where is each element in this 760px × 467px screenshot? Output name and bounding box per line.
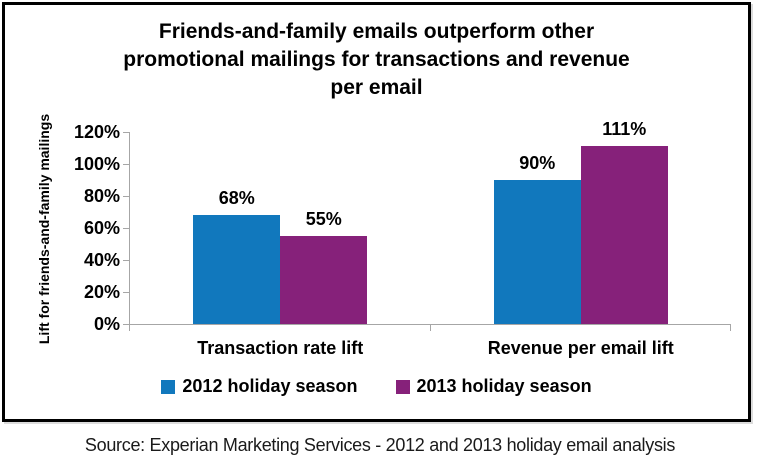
y-tick-label: 120% <box>73 122 120 142</box>
legend-swatch-2013-holiday-season <box>395 379 410 394</box>
x-axis-tick-mark <box>430 324 431 331</box>
category-label-transaction-rate-lift: Transaction rate lift <box>197 338 364 358</box>
y-tick-label: 80% <box>83 186 120 206</box>
y-tick-label: 100% <box>73 154 120 174</box>
y-tick-label: 40% <box>83 250 120 270</box>
x-axis-tick-mark <box>129 324 130 331</box>
y-tick-mark <box>123 195 129 197</box>
legend-item-2013-holiday-season: 2013 holiday season <box>395 376 592 397</box>
chart-title-line-2: promotional mailings for transactions an… <box>123 48 630 71</box>
y-tick-mark <box>123 227 129 229</box>
y-tick-label: 0% <box>93 314 120 334</box>
chart-title-line-3: per email <box>330 76 423 99</box>
legend-item-2012-holiday-season: 2012 holiday season <box>161 376 358 397</box>
y-tick-label: 60% <box>83 218 120 238</box>
legend: 2012 holiday season 2013 holiday season <box>5 376 748 397</box>
chart-frame: Friends-and-family emails outperform oth… <box>2 2 751 422</box>
y-tick-label: 20% <box>83 282 120 302</box>
bar-2013-holiday-season-revenue-per-email-lift <box>580 146 668 324</box>
bar-2012-holiday-season-revenue-per-email-lift <box>493 180 581 324</box>
legend-label-2013-holiday-season: 2013 holiday season <box>416 376 592 396</box>
bar-label-2012-holiday-season-transaction-rate-lift: 68% <box>218 188 255 209</box>
source-note: Source: Experian Marketing Services - 20… <box>84 435 676 455</box>
legend-swatch-2012-holiday-season <box>161 379 176 394</box>
chart-title: Friends-and-family emails outperform oth… <box>5 18 748 102</box>
y-tick-mark <box>123 131 129 133</box>
bar-2012-holiday-season-transaction-rate-lift <box>193 215 281 324</box>
category-label-revenue-per-email-lift: Revenue per email lift <box>487 338 674 358</box>
y-tick-mark <box>123 259 129 261</box>
plot-area: 0% 20% 40% 60% 80% 100% 120% 68% 55% Transaction … <box>74 119 731 358</box>
bar-label-2013-holiday-season-revenue-per-email-lift: 111% <box>602 119 647 140</box>
x-axis-tick-mark <box>730 324 731 331</box>
legend-label-2012-holiday-season: 2012 holiday season <box>182 376 358 396</box>
bar-label-2013-holiday-season-transaction-rate-lift: 55% <box>305 209 342 229</box>
chart-title-line-1: Friends-and-family emails outperform oth… <box>158 20 595 43</box>
y-tick-mark <box>123 163 129 165</box>
y-tick-mark <box>123 323 129 325</box>
bar-label-2012-holiday-season-revenue-per-email-lift: 90% <box>519 153 556 173</box>
bar-2013-holiday-season-transaction-rate-lift <box>280 236 368 324</box>
y-tick-mark <box>123 291 129 293</box>
